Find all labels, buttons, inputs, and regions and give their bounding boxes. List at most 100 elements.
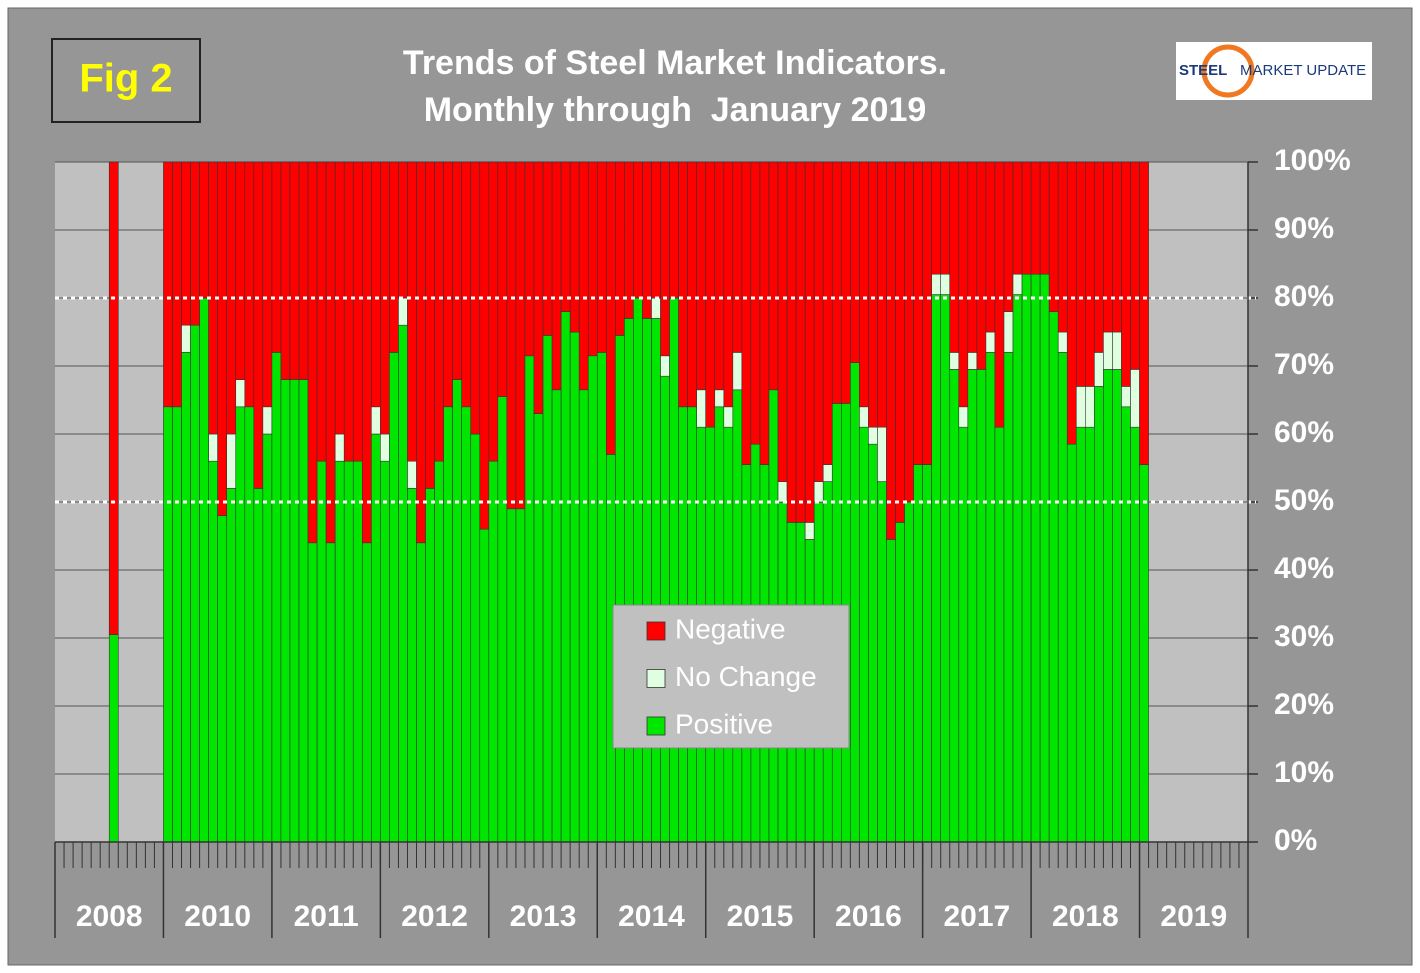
fig-box (51, 38, 201, 123)
bar-segment (1057, 352, 1068, 843)
bar-segment (967, 352, 978, 370)
bar-segment (425, 488, 435, 843)
bar-segment (596, 352, 607, 843)
bar-segment (190, 324, 200, 843)
bar-segment (1094, 386, 1104, 843)
bar-segment (371, 433, 381, 843)
bar-segment (208, 460, 218, 843)
bar-segment (407, 161, 417, 462)
bar-segment (840, 161, 851, 404)
chart-title: Trends of Steel Market Indicators. (403, 44, 947, 82)
bar-segment (425, 161, 435, 489)
legend-label: Negative (675, 613, 786, 644)
bar-segment (1003, 161, 1014, 312)
bar-segment (172, 406, 182, 843)
bar-segment (199, 297, 209, 843)
bar-segment (488, 460, 499, 843)
bar-segment (569, 161, 580, 333)
bar-segment (886, 161, 896, 540)
bar-segment (940, 161, 951, 275)
bar-segment (226, 488, 237, 843)
bar-segment (1057, 161, 1068, 333)
bar-segment (976, 369, 987, 843)
bar-segment (615, 161, 625, 336)
bar-segment (380, 460, 390, 843)
bar-segment (280, 161, 291, 380)
bar-segment (235, 161, 246, 380)
bar-segment (886, 539, 896, 843)
bar-segment (1139, 464, 1149, 843)
bar-segment (163, 161, 173, 408)
bar-segment (877, 481, 887, 843)
bar-segment (904, 501, 914, 843)
bar-segment (1048, 311, 1059, 843)
bar-segment (940, 294, 951, 843)
logo-steel: STEEL (1179, 62, 1227, 79)
bar-segment (1094, 352, 1104, 387)
logo-box (1176, 42, 1372, 100)
bar-segment (262, 433, 273, 843)
y-tick-label: 60% (1274, 416, 1334, 449)
bar-segment (868, 426, 878, 445)
bar-segment (1021, 273, 1032, 843)
x-tick-label: 2019 (1160, 900, 1227, 933)
bar-segment (1139, 161, 1149, 465)
bar-segment (859, 426, 869, 843)
bar-segment (1130, 161, 1140, 370)
bar-segment (877, 426, 887, 482)
bar-segment (578, 389, 589, 843)
bar-segment (515, 161, 526, 510)
bar-segment (1030, 161, 1041, 275)
bar-segment (108, 161, 119, 635)
bar-segment (542, 161, 553, 336)
bar-segment (307, 161, 318, 544)
bar-segment (660, 161, 670, 357)
bar-segment (822, 161, 833, 465)
bar-segment (416, 542, 426, 843)
bar-segment (714, 389, 725, 408)
bar-segment (271, 161, 282, 353)
bar-segment (578, 161, 589, 391)
fig-label: Fig 2 (79, 57, 172, 101)
bar-segment (208, 433, 218, 462)
y-tick-label: 10% (1274, 756, 1334, 789)
bar-segment (181, 324, 191, 353)
bar-segment (262, 161, 273, 408)
y-tick-label: 70% (1274, 348, 1334, 381)
bar-segment (795, 161, 806, 523)
bar-segment (759, 161, 770, 465)
bar-segment (1130, 369, 1140, 428)
bar-segment (931, 161, 942, 275)
bar-segment (723, 161, 734, 408)
bar-segment (624, 161, 634, 319)
x-tick-label: 2016 (835, 900, 902, 933)
bar-segment (334, 460, 345, 843)
bar-segment (723, 406, 734, 428)
bar-segment (389, 352, 399, 843)
bar-segment (850, 161, 860, 363)
bar-segment (1012, 273, 1023, 295)
legend-swatch (646, 669, 666, 688)
bar-segment (913, 161, 923, 465)
legend-swatch (646, 621, 666, 641)
bar-segment (931, 273, 942, 295)
bar-segment (253, 161, 264, 489)
bar-segment (949, 352, 960, 370)
bar-segment (380, 433, 390, 462)
bar-segment (877, 161, 887, 428)
bar-segment (940, 273, 951, 295)
bar-segment (1075, 161, 1086, 387)
bar-segment (334, 433, 345, 462)
bar-segment (217, 515, 228, 843)
bar-segment (1103, 369, 1113, 843)
bar-segment (307, 542, 318, 843)
bar-segment (1003, 311, 1014, 353)
bar-segment (967, 369, 978, 843)
bar-segment (777, 481, 788, 503)
bar-segment (904, 161, 914, 503)
bar-segment (407, 488, 417, 843)
bar-segment (624, 318, 634, 843)
bar-segment (325, 542, 336, 843)
bar-segment (786, 161, 797, 523)
bar-segment (569, 331, 580, 843)
